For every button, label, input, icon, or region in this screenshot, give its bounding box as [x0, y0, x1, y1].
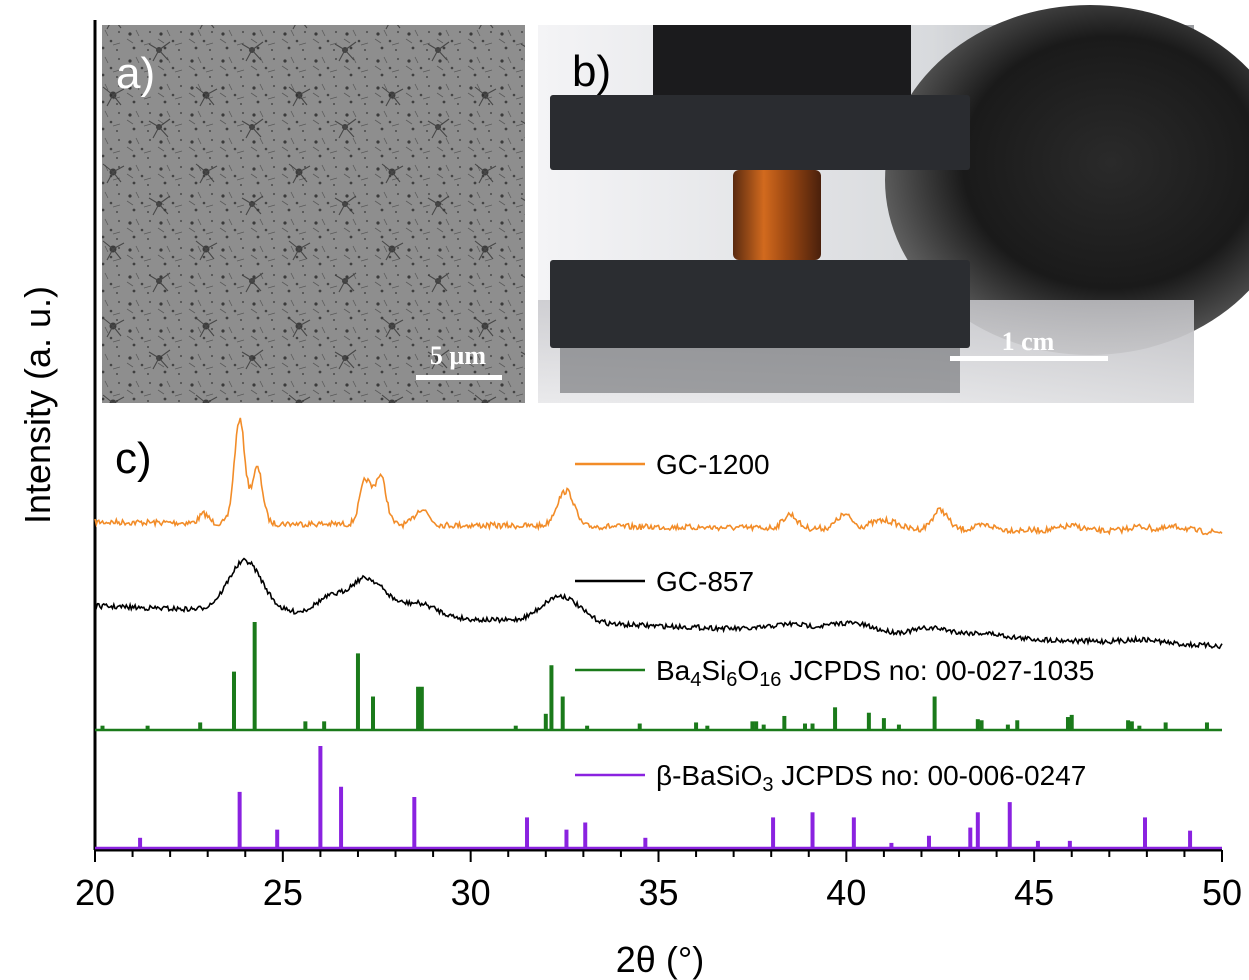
legend-label-basio3: β-BaSiO3 JCPDS no: 00-006-0247 — [656, 760, 1086, 796]
series-0 — [94, 417, 1223, 536]
x-tick-label: 50 — [1202, 872, 1242, 913]
sample-photo: b) 1 cm — [538, 5, 1249, 403]
legend: GC-1200 GC-857 Ba4Si6O16 JCPDS no: 00-02… — [575, 449, 1094, 796]
upper-plate — [550, 95, 970, 170]
series-3 — [95, 746, 1222, 850]
sem-scale-bar — [416, 375, 502, 380]
lens-housing — [885, 5, 1249, 355]
x-tick-label: 20 — [75, 872, 115, 913]
sem-crystal-clusters — [102, 25, 525, 403]
x-tick-label: 25 — [263, 872, 303, 913]
series-2 — [95, 622, 1222, 732]
legend-label-gc857: GC-857 — [656, 566, 754, 597]
series-line — [94, 557, 1223, 650]
legend-label-gc1200: GC-1200 — [656, 449, 770, 480]
plot-axes: 20 25 30 35 40 45 50 — [75, 20, 1242, 913]
panel-label-c: c) — [115, 434, 152, 483]
legend-label-ba4si6o16: Ba4Si6O16 JCPDS no: 00-027-1035 — [656, 655, 1094, 691]
x-tick-label: 45 — [1014, 872, 1054, 913]
photo-scale-bar — [950, 356, 1108, 361]
panel-label-a: a) — [116, 49, 155, 98]
plate-reflection — [560, 348, 960, 393]
x-tick-label: 30 — [451, 872, 491, 913]
upper-press-stem — [653, 25, 911, 95]
lower-plate — [550, 260, 970, 348]
sem-micrograph: a) 5 µm — [102, 25, 525, 403]
glass-ceramic-sample — [733, 170, 821, 260]
series-layer — [94, 417, 1223, 850]
x-ticks: 20 25 30 35 40 45 50 — [75, 850, 1242, 913]
panel-label-b: b) — [572, 47, 611, 96]
x-tick-label: 35 — [638, 872, 678, 913]
series-1 — [94, 557, 1223, 650]
x-axis-title: 2θ (°) — [616, 939, 704, 980]
series-line — [94, 417, 1223, 536]
sem-scale-bar-label: 5 µm — [430, 341, 486, 370]
x-tick-label: 40 — [826, 872, 866, 913]
photo-scale-bar-label: 1 cm — [1002, 327, 1055, 356]
y-axis-title: Intensity (a. u.) — [17, 286, 58, 524]
